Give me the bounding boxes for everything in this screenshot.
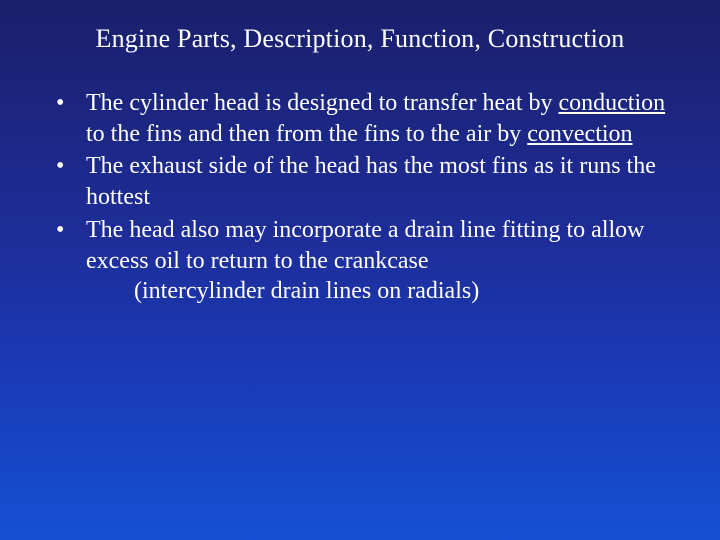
bullet-item: The cylinder head is designed to transfe…: [48, 88, 672, 149]
slide-body: The cylinder head is designed to transfe…: [40, 88, 680, 307]
bullet-text: The exhaust side of the head has the mos…: [86, 153, 656, 210]
bullet-text: The head also may incorporate a drain li…: [86, 217, 644, 274]
text-run: The exhaust side of the head has the mos…: [86, 153, 656, 210]
slide-title: Engine Parts, Description, Function, Con…: [40, 24, 680, 54]
bullet-list: The cylinder head is designed to transfe…: [48, 88, 672, 307]
text-run-underlined: conduction: [559, 90, 666, 116]
bullet-item: The head also may incorporate a drain li…: [48, 215, 672, 307]
text-run: to the fins and then from the fins to th…: [86, 121, 527, 147]
text-run: The cylinder head is designed to transfe…: [86, 90, 559, 116]
bullet-subline: (intercylinder drain lines on radials): [86, 276, 672, 307]
bullet-text: The cylinder head is designed to transfe…: [86, 90, 665, 147]
text-run-underlined: convection: [527, 121, 632, 147]
bullet-item: The exhaust side of the head has the mos…: [48, 151, 672, 212]
text-run: The head also may incorporate a drain li…: [86, 217, 644, 274]
slide: Engine Parts, Description, Function, Con…: [0, 0, 720, 540]
